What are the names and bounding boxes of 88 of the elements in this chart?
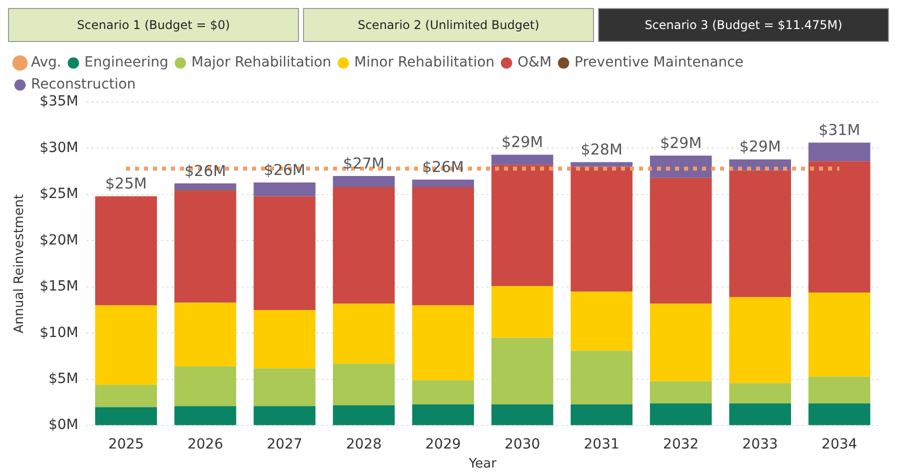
total-label: $25M [105, 174, 147, 193]
y-tick-label: $10M [40, 324, 78, 341]
bar [174, 190, 236, 303]
bar [491, 154, 554, 165]
bar [254, 310, 316, 368]
bar [650, 156, 712, 178]
x-tick-label: 2029 [425, 436, 461, 453]
bar [95, 196, 157, 306]
bar [729, 297, 792, 384]
bar [729, 170, 792, 298]
x-tick-label: 2028 [346, 436, 382, 453]
x-tick-label: 2031 [584, 436, 620, 453]
bar [174, 366, 236, 406]
total-label: $29M [502, 133, 544, 152]
bar [808, 376, 870, 404]
text: Scenario 2 (Unlimited Budget) [303, 8, 594, 42]
y-tick-label: $0M [48, 417, 78, 434]
bar [95, 305, 157, 385]
legend-label: Avg. [31, 54, 62, 71]
bar [729, 383, 792, 404]
legend-label: Minor Rehabilitation [354, 54, 495, 71]
x-tick-label: 2027 [266, 436, 302, 453]
legend-label: Engineering [84, 54, 168, 71]
x-tick-label: 2025 [108, 436, 144, 453]
legend-label: Major Rehabilitation [191, 54, 332, 71]
text: Scenario 1 (Budget = $0) [8, 8, 299, 42]
x-axis-title: Year [468, 456, 498, 472]
bar [412, 380, 474, 404]
bar [412, 404, 474, 426]
bar [412, 305, 474, 380]
bar [95, 384, 157, 408]
y-tick-label: $25M [40, 186, 78, 202]
total-label: $28M [580, 140, 622, 158]
total-label: $26M [264, 160, 306, 179]
bar [491, 404, 554, 426]
x-tick-label: 2033 [742, 436, 778, 453]
bar [254, 196, 316, 310]
bar [332, 187, 395, 304]
bar [412, 187, 474, 306]
total-label: $31M [818, 121, 860, 140]
bar [808, 161, 870, 292]
bar [570, 162, 632, 167]
y-tick-label: $30M [40, 140, 78, 156]
x-tick-label: 2030 [504, 436, 540, 453]
legend-label: O&M [518, 54, 552, 71]
bar [491, 338, 554, 404]
y-tick-label: $35M [40, 94, 78, 110]
bar [174, 302, 236, 366]
bar [650, 403, 712, 426]
total-label: $29M [660, 134, 702, 152]
bar [332, 364, 395, 406]
legend-label: Preventive Maintenance [574, 54, 744, 71]
y-tick-label: $15M [40, 278, 78, 295]
bar [491, 164, 554, 286]
bar [650, 304, 712, 382]
bar [808, 403, 870, 426]
bar [491, 286, 554, 338]
bar [650, 178, 712, 304]
total-label: $27M [343, 154, 385, 172]
bar [808, 142, 870, 162]
total-label: $26M [422, 158, 464, 176]
bar [95, 407, 157, 426]
x-tick-label: 2032 [663, 436, 699, 453]
x-tick-label: 2034 [822, 436, 858, 453]
bar [254, 368, 316, 406]
bar [332, 304, 395, 364]
total-label: $29M [739, 138, 781, 156]
bar [332, 176, 395, 188]
bar [332, 405, 395, 426]
bar [174, 183, 236, 190]
bar [412, 180, 474, 188]
text: Scenario 3 (Budget = $11.475M) [598, 8, 889, 42]
bar [570, 404, 632, 426]
x-tick-label: 2026 [187, 436, 224, 453]
y-tick-label: $5M [48, 371, 78, 388]
bar [570, 350, 632, 404]
bar [570, 292, 632, 351]
bar [729, 403, 792, 426]
bar [808, 292, 870, 377]
bar [254, 182, 316, 196]
y-axis-title: Annual Reinvestment [12, 194, 28, 334]
bar [174, 406, 236, 426]
legend-label: Reconstruction [31, 76, 136, 93]
bar [570, 166, 632, 292]
total-label: $26M [184, 162, 226, 180]
bar [650, 381, 712, 404]
bar [254, 406, 316, 426]
y-tick-label: $20M [40, 232, 78, 248]
